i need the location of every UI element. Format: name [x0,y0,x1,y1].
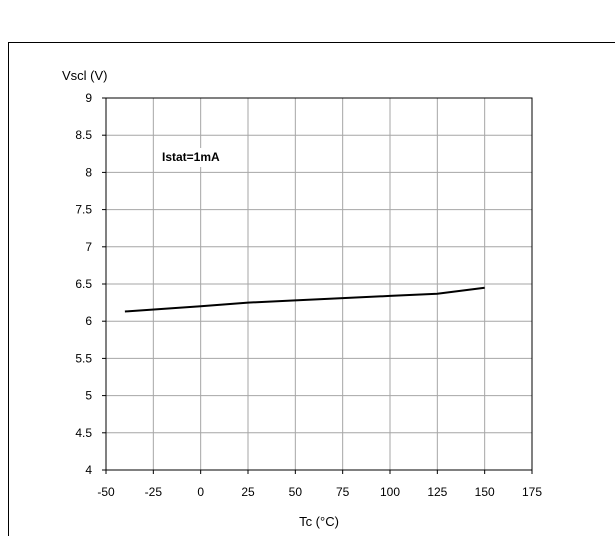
x-axis-label: Tc (°C) [299,514,339,529]
y-tick-label: 9 [85,91,92,105]
y-tick-label: 8.5 [75,128,92,142]
y-tick-label: 6 [85,314,92,328]
y-tick-label: 4 [85,463,92,477]
series [125,288,485,312]
y-tick-label: 6.5 [75,277,92,291]
x-tick-label: 100 [380,485,400,499]
y-tick-label: 7.5 [75,203,92,217]
y-axis-label: Vscl (V) [62,68,108,83]
y-tick-label: 5 [85,389,92,403]
x-tick-label: -50 [97,485,115,499]
x-tick-label: 25 [241,485,255,499]
x-tick-label: -25 [145,485,163,499]
x-tick-label: 125 [427,485,447,499]
x-tick-label: 0 [197,485,204,499]
y-tick-label: 5.5 [75,351,92,365]
ticks: -50 -25 0 25 50 75 100 125 150 175 4 4.5 5 5.5 6 6.5 7 7.… [75,91,542,499]
x-tick-label: 50 [289,485,303,499]
x-tick-label: 75 [336,485,350,499]
series-line [125,288,485,312]
y-tick-label: 7 [85,240,92,254]
x-tick-label: 175 [522,485,542,499]
annotation-label: Istat=1mA [162,150,220,164]
y-tick-label: 8 [85,165,92,179]
y-tick-label: 4.5 [75,426,92,440]
x-tick-label: 150 [475,485,495,499]
